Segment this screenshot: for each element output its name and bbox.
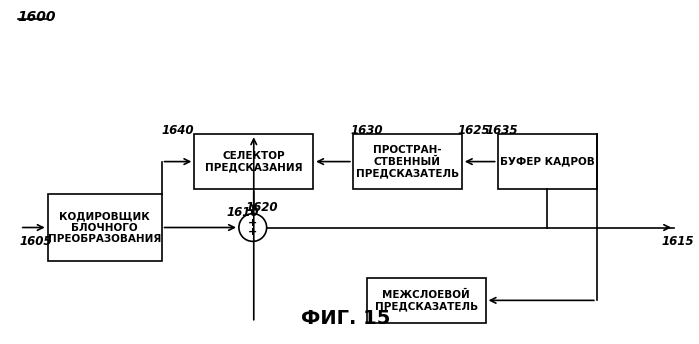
Text: 1610: 1610 [227,206,259,219]
Text: 1630: 1630 [351,125,384,137]
Text: КОДИРОВЩИК
БЛОЧНОГО
ПРЕОБРАЗОВАНИЯ: КОДИРОВЩИК БЛОЧНОГО ПРЕОБРАЗОВАНИЯ [48,211,161,244]
FancyBboxPatch shape [48,194,161,261]
Text: 1605: 1605 [20,235,52,248]
Text: 1600: 1600 [18,10,57,24]
Text: 1615: 1615 [661,235,693,248]
Text: МЕЖСЛОЕВОЙ
ПРЕДСКАЗАТЕЛЬ: МЕЖСЛОЕВОЙ ПРЕДСКАЗАТЕЛЬ [375,290,478,311]
Circle shape [239,214,266,241]
Text: 1640: 1640 [161,125,194,137]
FancyBboxPatch shape [498,135,597,189]
Text: 1635: 1635 [486,125,518,137]
Text: СЕЛЕКТОР
ПРЕДСКАЗАНИЯ: СЕЛЕКТОР ПРЕДСКАЗАНИЯ [205,151,303,172]
FancyBboxPatch shape [353,135,462,189]
Text: +: + [248,227,257,237]
Text: 1620: 1620 [246,201,278,214]
Text: +: + [248,217,257,227]
Text: ПРОСТРАН-
СТВЕННЫЙ
ПРЕДСКАЗАТЕЛЬ: ПРОСТРАН- СТВЕННЫЙ ПРЕДСКАЗАТЕЛЬ [356,145,459,178]
Text: БУФЕР КАДРОВ: БУФЕР КАДРОВ [500,157,595,166]
Text: ФИГ. 15: ФИГ. 15 [301,309,391,327]
Text: 1625: 1625 [458,125,491,137]
FancyBboxPatch shape [194,135,313,189]
FancyBboxPatch shape [367,278,486,323]
